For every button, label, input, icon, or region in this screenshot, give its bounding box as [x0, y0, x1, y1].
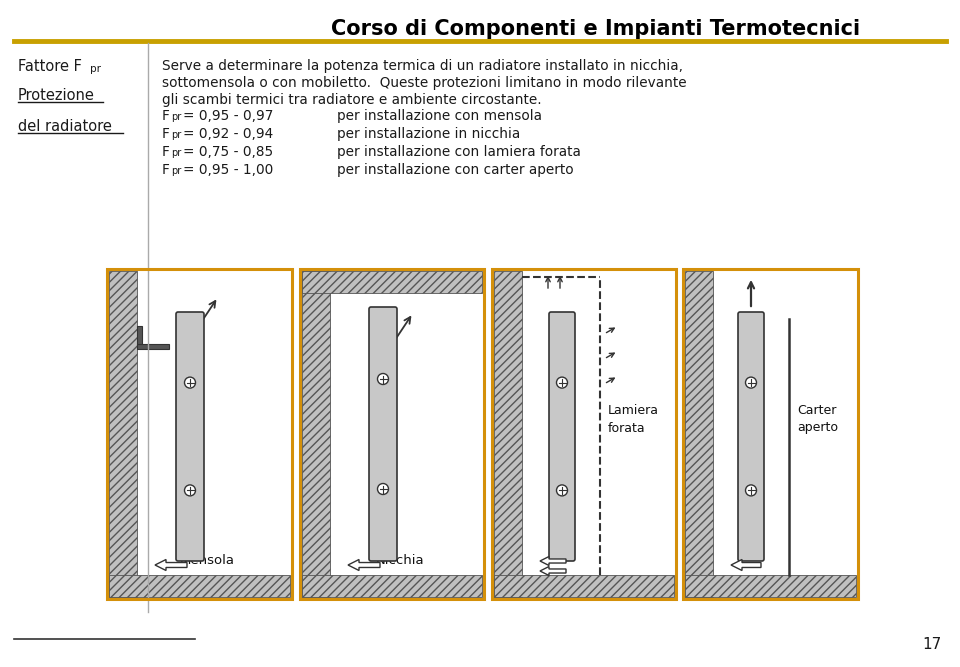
FancyBboxPatch shape — [549, 312, 575, 561]
Text: F: F — [162, 145, 170, 159]
Text: Protezione: Protezione — [18, 88, 95, 103]
Bar — [300, 269, 484, 599]
Text: pr: pr — [171, 148, 181, 158]
Text: pr: pr — [90, 64, 101, 74]
Text: Fattore F: Fattore F — [18, 59, 82, 74]
Text: = 0,92 - 0,94: = 0,92 - 0,94 — [183, 127, 274, 141]
Text: Carter
aperto: Carter aperto — [797, 404, 838, 434]
Text: F: F — [162, 163, 170, 177]
Polygon shape — [540, 566, 566, 576]
Circle shape — [377, 374, 389, 384]
Polygon shape — [731, 560, 761, 570]
Circle shape — [184, 485, 196, 496]
Text: 17: 17 — [923, 637, 942, 652]
Text: Mensola: Mensola — [180, 554, 235, 567]
Text: = 0,75 - 0,85: = 0,75 - 0,85 — [183, 145, 274, 159]
Circle shape — [557, 377, 567, 388]
Polygon shape — [540, 556, 566, 566]
Text: gli scambi termici tra radiatore e ambiente circostante.: gli scambi termici tra radiatore e ambie… — [162, 93, 541, 107]
Bar — [685, 271, 713, 597]
Text: Serve a determinare la potenza termica di un radiatore installato in nicchia,: Serve a determinare la potenza termica d… — [162, 59, 683, 73]
Text: del radiatore: del radiatore — [18, 119, 112, 134]
Text: per installazione con mensola: per installazione con mensola — [337, 109, 542, 123]
Text: = 0,95 - 0,97: = 0,95 - 0,97 — [183, 109, 274, 123]
Text: F: F — [162, 109, 170, 123]
FancyBboxPatch shape — [369, 307, 397, 561]
Bar — [109, 575, 290, 597]
Bar — [685, 575, 856, 597]
FancyBboxPatch shape — [738, 312, 764, 561]
Text: F: F — [162, 127, 170, 141]
Text: per installazione in nicchia: per installazione in nicchia — [337, 127, 520, 141]
Bar — [137, 326, 142, 344]
Text: Corso di Componenti e Impianti Termotecnici: Corso di Componenti e Impianti Termotecn… — [330, 19, 860, 39]
Bar — [302, 575, 482, 597]
Circle shape — [746, 485, 756, 496]
Text: per installazione con carter aperto: per installazione con carter aperto — [337, 163, 574, 177]
Bar — [494, 271, 522, 597]
Polygon shape — [348, 560, 380, 570]
Text: = 0,95 - 1,00: = 0,95 - 1,00 — [183, 163, 274, 177]
Bar — [137, 344, 169, 349]
Bar — [302, 271, 330, 597]
Text: pr: pr — [171, 130, 181, 140]
Text: pr: pr — [171, 112, 181, 122]
Text: per installazione con lamiera forata: per installazione con lamiera forata — [337, 145, 581, 159]
Text: pr: pr — [171, 166, 181, 176]
Text: sottomensola o con mobiletto.  Queste protezioni limitano in modo rilevante: sottomensola o con mobiletto. Queste pro… — [162, 76, 686, 90]
Bar — [683, 269, 858, 599]
Polygon shape — [155, 560, 187, 570]
Bar — [302, 271, 482, 293]
Circle shape — [377, 484, 389, 494]
Bar — [492, 269, 676, 599]
FancyBboxPatch shape — [176, 312, 204, 561]
Circle shape — [557, 485, 567, 496]
Bar — [107, 269, 292, 599]
Bar — [494, 575, 674, 597]
Text: Nicchia: Nicchia — [375, 554, 424, 567]
Circle shape — [184, 377, 196, 388]
Circle shape — [746, 377, 756, 388]
Text: Lamiera
forata: Lamiera forata — [608, 404, 659, 434]
Bar — [109, 271, 137, 597]
